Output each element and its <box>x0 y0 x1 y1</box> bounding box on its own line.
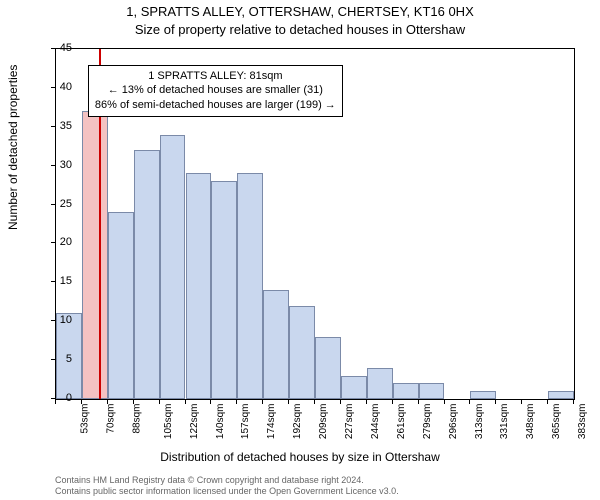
chart-title-line1: 1, SPRATTS ALLEY, OTTERSHAW, CHERTSEY, K… <box>0 4 600 19</box>
y-tick-mark <box>51 242 55 243</box>
x-tick-label: 313sqm <box>474 404 485 440</box>
histogram-bar <box>548 391 574 399</box>
x-tick-mark <box>521 400 522 404</box>
x-tick-label: 122sqm <box>189 404 200 440</box>
x-tick-label: 105sqm <box>163 404 174 440</box>
x-tick-mark <box>55 400 56 404</box>
plot-area: 1 SPRATTS ALLEY: 81sqm← 13% of detached … <box>55 48 575 400</box>
y-tick-mark <box>51 281 55 282</box>
x-tick-label: 331sqm <box>499 404 510 440</box>
annotation-line: ← 13% of detached houses are smaller (31… <box>95 83 336 98</box>
x-tick-label: 209sqm <box>318 404 329 440</box>
x-tick-mark <box>185 400 186 404</box>
histogram-bar <box>237 173 263 399</box>
x-tick-mark <box>133 400 134 404</box>
histogram-bar <box>289 306 315 399</box>
y-tick-mark <box>51 398 55 399</box>
x-tick-label: 157sqm <box>240 404 251 440</box>
x-tick-label: 244sqm <box>370 404 381 440</box>
histogram-bar <box>393 383 419 399</box>
histogram-bar <box>160 135 186 399</box>
x-tick-label: 279sqm <box>422 404 433 440</box>
histogram-bar <box>470 391 496 399</box>
histogram-bar <box>367 368 393 399</box>
x-tick-label: 174sqm <box>266 404 277 440</box>
footer-line-2: Contains public sector information licen… <box>55 486 575 497</box>
histogram-bar <box>263 290 289 399</box>
annotation-box: 1 SPRATTS ALLEY: 81sqm← 13% of detached … <box>88 65 343 118</box>
histogram-bar <box>341 376 367 399</box>
x-tick-label: 227sqm <box>344 404 355 440</box>
histogram-bar <box>108 212 134 399</box>
x-tick-mark <box>288 400 289 404</box>
x-tick-label: 383sqm <box>577 404 588 440</box>
x-tick-mark <box>547 400 548 404</box>
x-tick-mark <box>392 400 393 404</box>
y-tick-mark <box>51 359 55 360</box>
x-tick-mark <box>236 400 237 404</box>
histogram-bar <box>134 150 160 399</box>
annotation-line: 86% of semi-detached houses are larger (… <box>95 98 336 113</box>
x-tick-mark <box>314 400 315 404</box>
attribution-footer: Contains HM Land Registry data © Crown c… <box>55 475 575 498</box>
y-tick-mark <box>51 87 55 88</box>
y-tick-mark <box>51 320 55 321</box>
histogram-bar <box>186 173 212 399</box>
histogram-bar <box>419 383 445 399</box>
x-tick-label: 261sqm <box>396 404 407 440</box>
chart-title-line2: Size of property relative to detached ho… <box>0 22 600 37</box>
x-tick-mark <box>469 400 470 404</box>
x-tick-mark <box>340 400 341 404</box>
x-tick-label: 192sqm <box>292 404 303 440</box>
x-tick-mark <box>573 400 574 404</box>
y-tick-mark <box>51 204 55 205</box>
x-tick-label: 296sqm <box>448 404 459 440</box>
x-tick-label: 88sqm <box>131 404 142 434</box>
x-tick-mark <box>366 400 367 404</box>
x-tick-mark <box>81 400 82 404</box>
x-tick-mark <box>495 400 496 404</box>
x-tick-mark <box>262 400 263 404</box>
histogram-bar <box>211 181 237 399</box>
y-tick-mark <box>51 48 55 49</box>
x-tick-label: 70sqm <box>105 404 116 434</box>
x-tick-mark <box>159 400 160 404</box>
footer-line-1: Contains HM Land Registry data © Crown c… <box>55 475 575 486</box>
annotation-line: 1 SPRATTS ALLEY: 81sqm <box>95 69 336 84</box>
x-tick-label: 348sqm <box>525 404 536 440</box>
x-tick-mark <box>107 400 108 404</box>
x-tick-mark <box>418 400 419 404</box>
y-tick-mark <box>51 126 55 127</box>
x-tick-mark <box>210 400 211 404</box>
histogram-bar <box>82 111 108 399</box>
x-axis-label: Distribution of detached houses by size … <box>0 450 600 464</box>
y-tick-mark <box>51 165 55 166</box>
x-tick-mark <box>444 400 445 404</box>
histogram-bar <box>315 337 341 399</box>
x-tick-label: 140sqm <box>215 404 226 440</box>
x-tick-label: 53sqm <box>80 404 91 434</box>
y-axis-label: Number of detached properties <box>6 65 20 230</box>
x-tick-label: 365sqm <box>551 404 562 440</box>
